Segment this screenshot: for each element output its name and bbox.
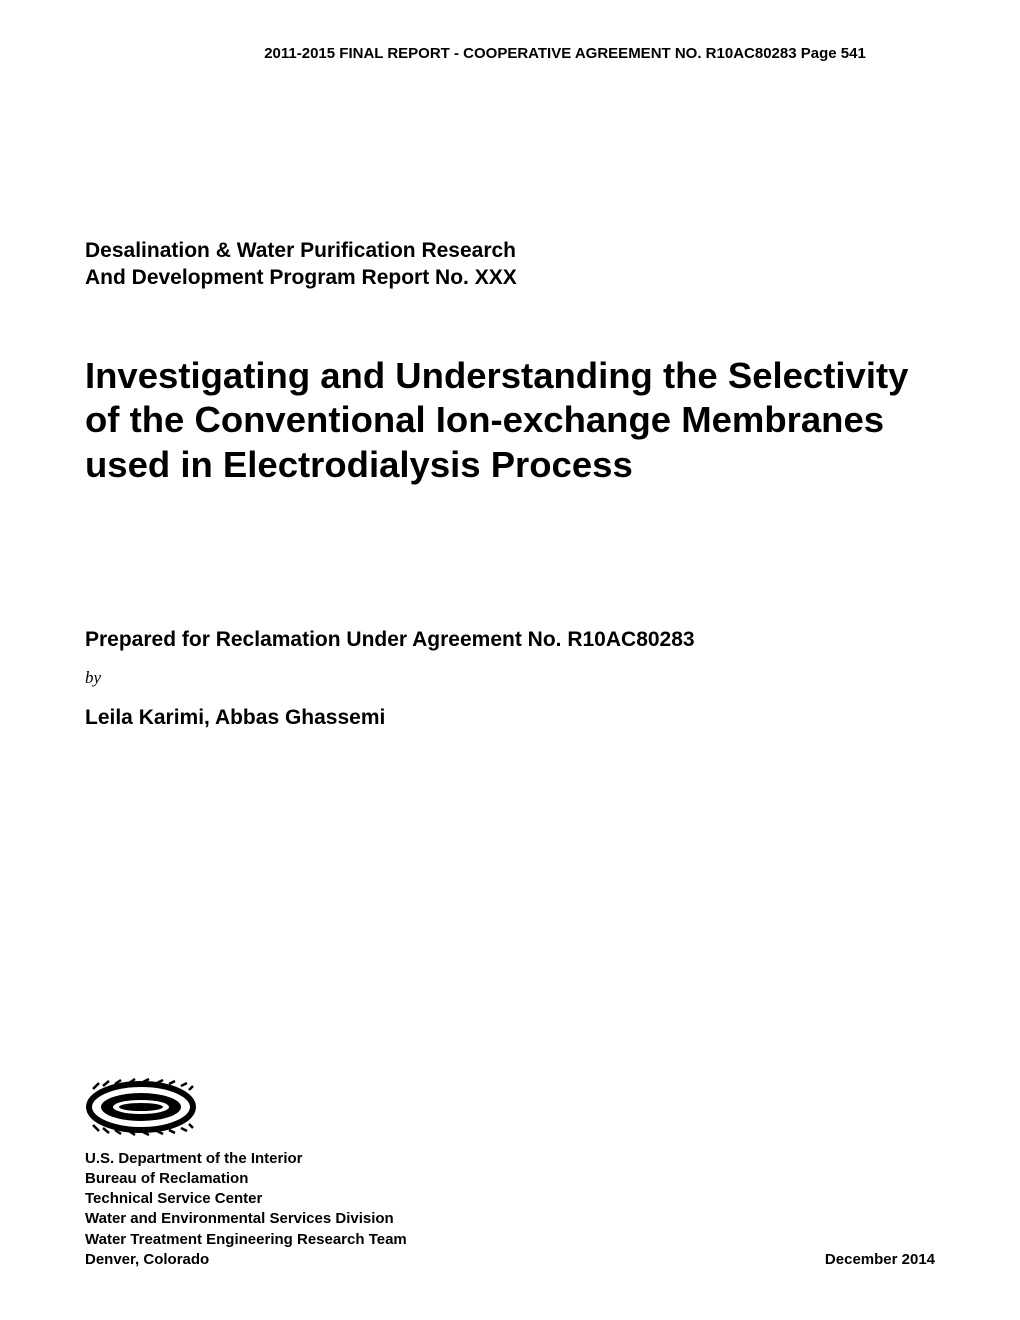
by-text: by [85, 668, 935, 688]
footer-bureau: Bureau of Reclamation [85, 1169, 935, 1189]
footer-org-lines: U.S. Department of the Interior Bureau o… [85, 1149, 935, 1271]
footer-section: U.S. Department of the Interior Bureau o… [85, 1078, 935, 1271]
logo-container [85, 1078, 935, 1141]
footer-center: Technical Service Center [85, 1189, 935, 1209]
prepared-for-text: Prepared for Reclamation Under Agreement… [85, 628, 935, 652]
document-page: 2011-2015 FINAL REPORT - COOPERATIVE AGR… [0, 0, 1020, 1320]
footer-team: Water Treatment Engineering Research Tea… [85, 1230, 935, 1250]
program-info: Desalination & Water Purification Resear… [85, 237, 935, 292]
program-line-2: And Development Program Report No. XXX [85, 266, 517, 289]
footer-bottom-row: Denver, Colorado December 2014 [85, 1250, 935, 1270]
program-line-1: Desalination & Water Purification Resear… [85, 239, 516, 262]
document-title: Investigating and Understanding the Sele… [85, 354, 935, 489]
authors-text: Leila Karimi, Abbas Ghassemi [85, 706, 935, 730]
content-area: Desalination & Water Purification Resear… [85, 62, 935, 1270]
footer-dept: U.S. Department of the Interior [85, 1149, 935, 1169]
page-header: 2011-2015 FINAL REPORT - COOPERATIVE AGR… [195, 45, 935, 62]
reclamation-logo-icon [85, 1078, 197, 1136]
footer-location: Denver, Colorado [85, 1250, 209, 1270]
footer-date: December 2014 [825, 1250, 935, 1270]
footer-division: Water and Environmental Services Divisio… [85, 1209, 935, 1229]
